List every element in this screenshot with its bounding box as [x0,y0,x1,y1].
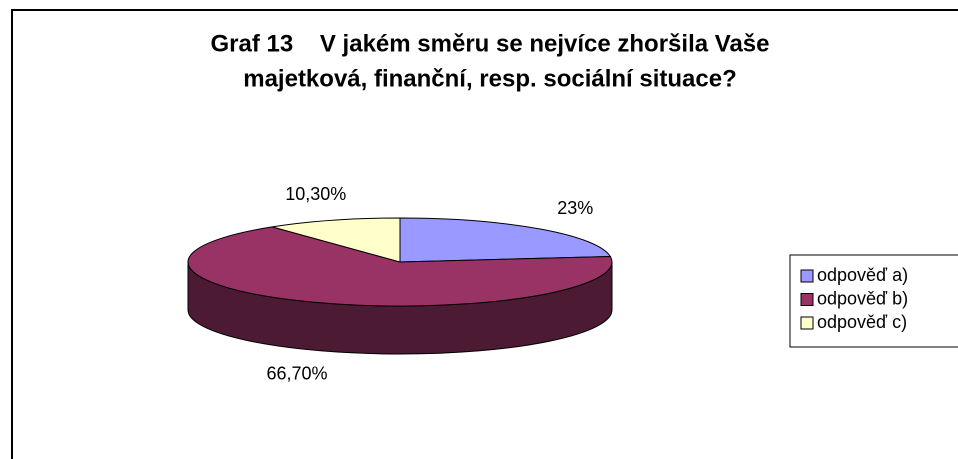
pie-slice [187,226,613,307]
chart-title: majetková, finanční, resp. sociální situ… [243,65,737,92]
pie-slice [399,217,612,263]
legend-label: odpověď a) [817,265,908,285]
legend-label: odpověď c) [817,312,907,332]
legend-box [789,254,958,348]
chart-title: Graf 13 V jakém směru se nejvíce zhoršil… [211,30,770,57]
data-label: 10,30% [285,184,346,204]
legend-swatch [800,293,814,306]
legend-swatch [800,316,814,330]
pie-slice [272,217,401,263]
data-label: 23% [557,198,593,218]
legend-label: odpověď b) [817,288,908,308]
legend-swatch [800,269,814,283]
data-label: 66,70% [267,364,328,384]
